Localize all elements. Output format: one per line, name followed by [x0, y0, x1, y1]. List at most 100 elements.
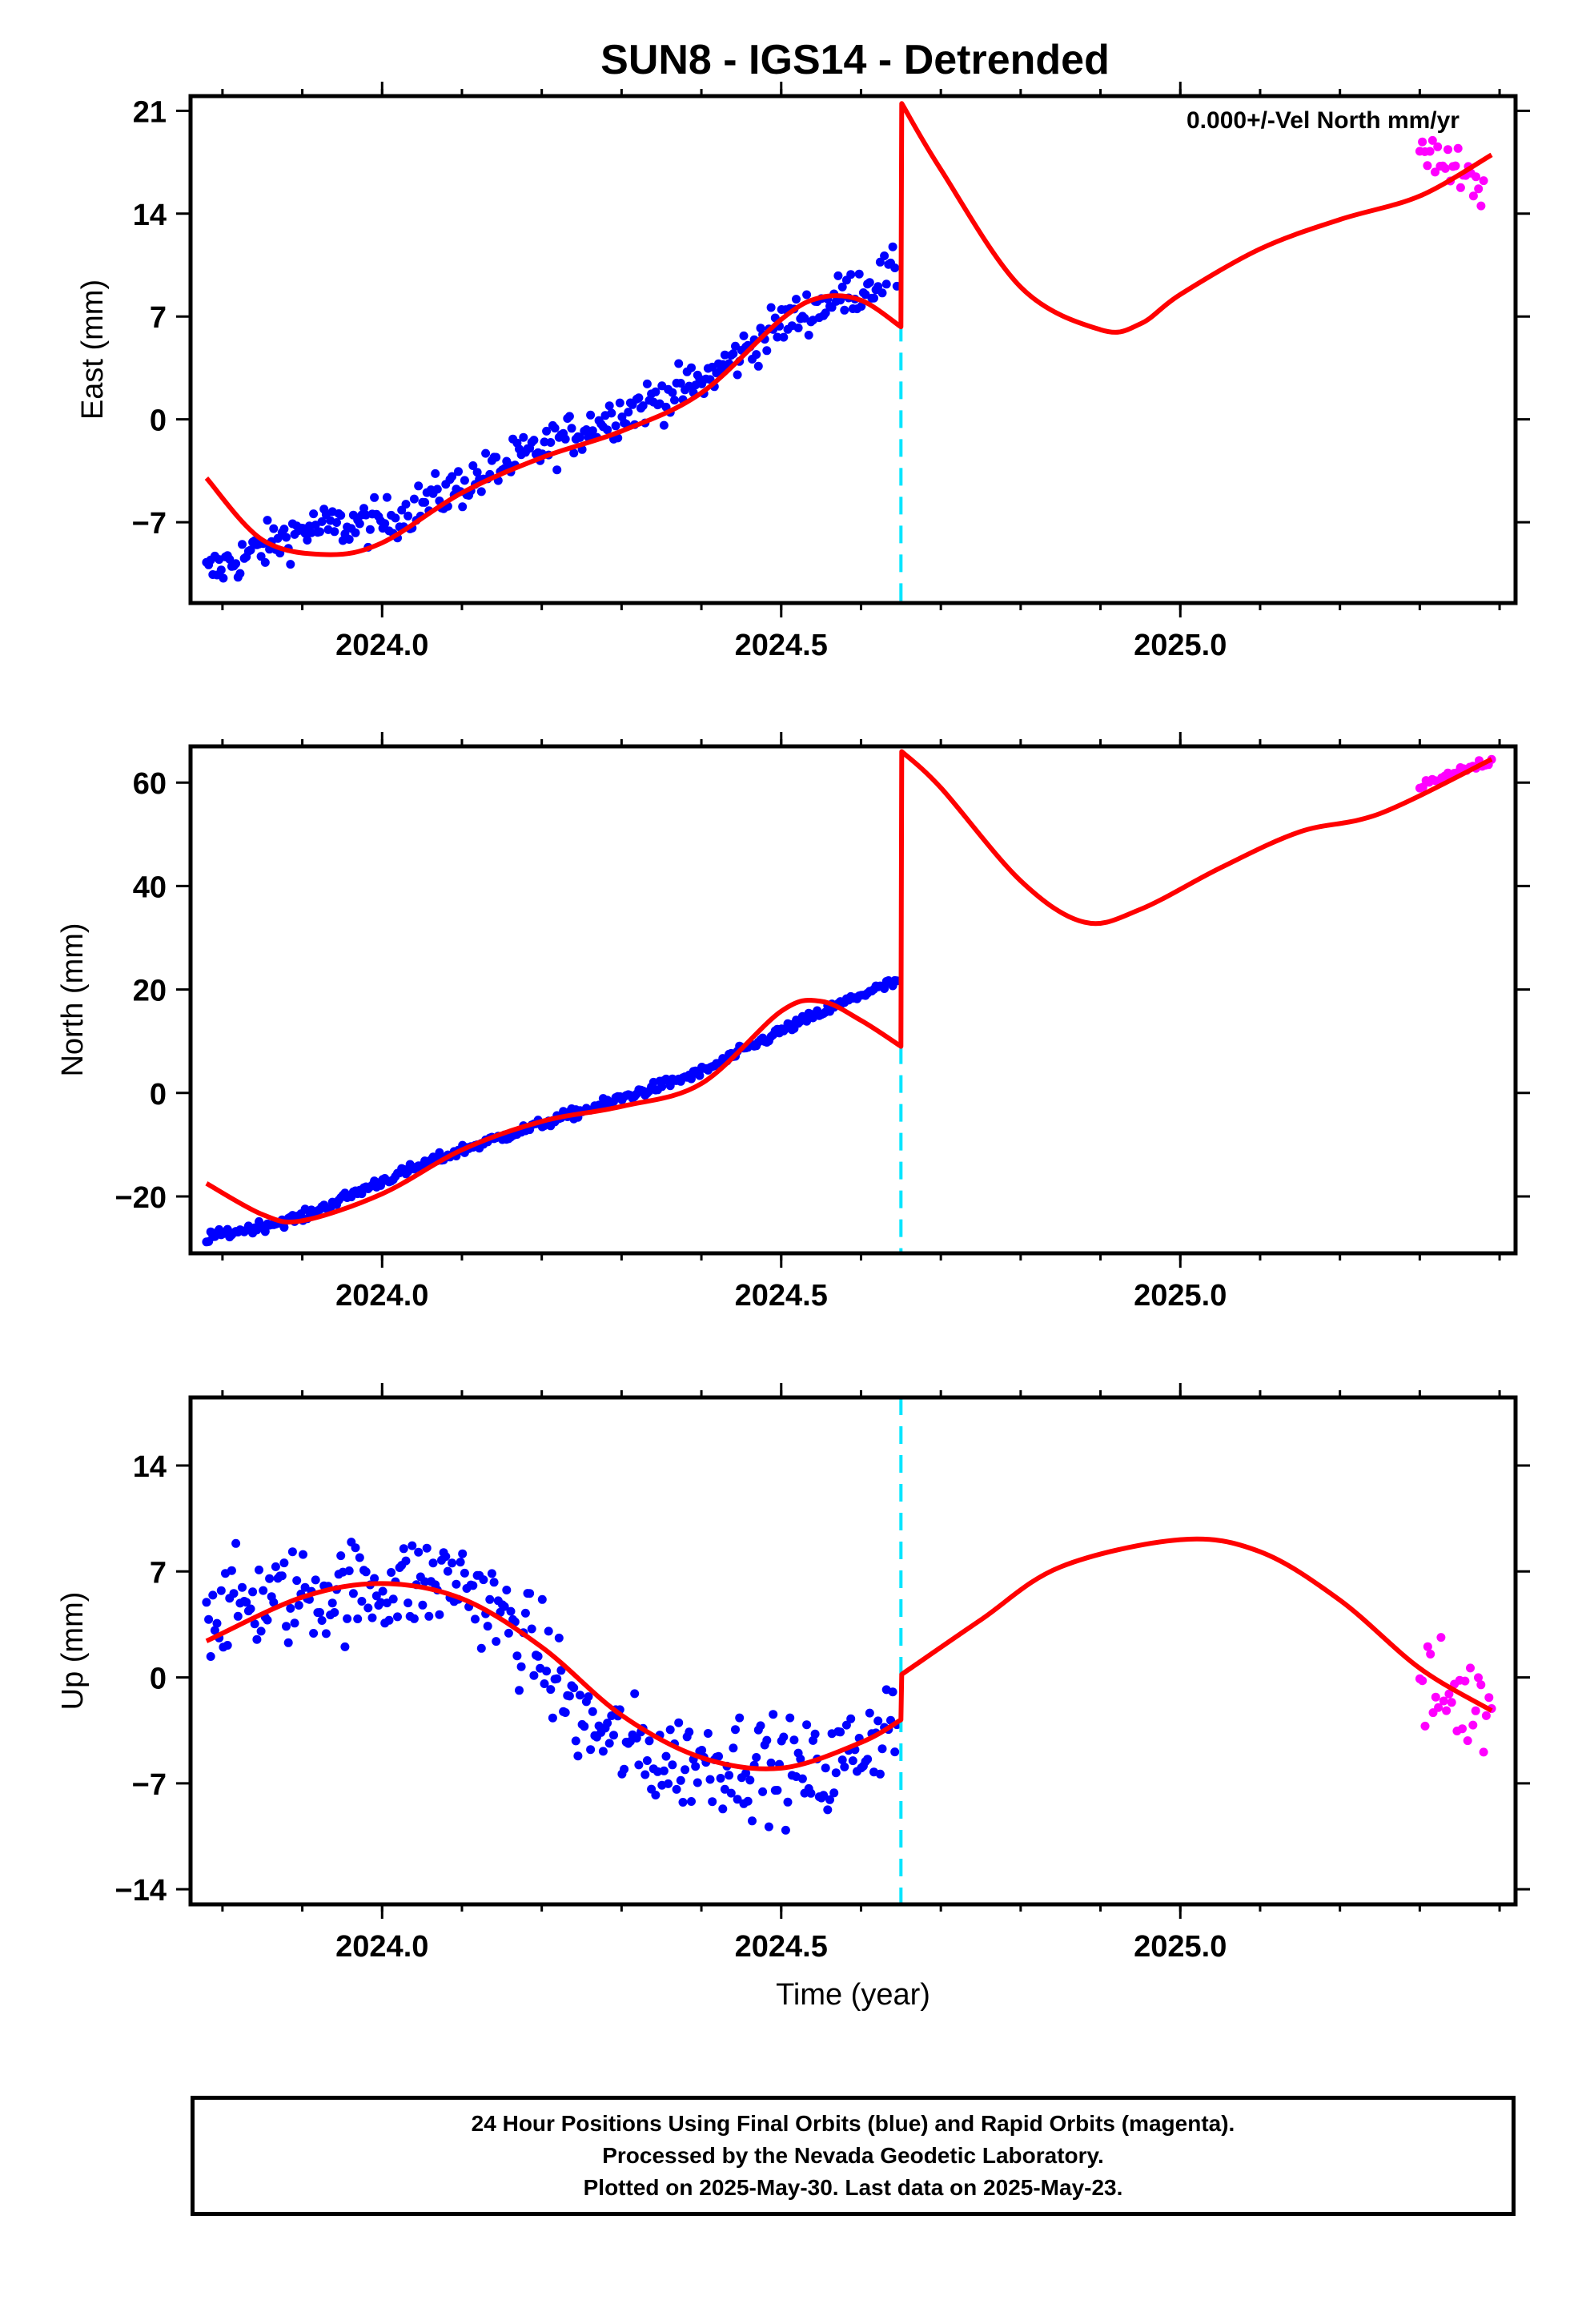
- up-final-point: [315, 1608, 324, 1617]
- up-final-point: [422, 1543, 432, 1553]
- up-final-point: [516, 1662, 526, 1671]
- east-final-point: [409, 494, 419, 504]
- up-final-point: [504, 1628, 513, 1638]
- up-final-point: [875, 1769, 885, 1779]
- up-final-point: [752, 1753, 761, 1762]
- up-final-point: [796, 1755, 805, 1763]
- up-final-point: [672, 1784, 681, 1794]
- east-final-point: [380, 519, 390, 529]
- up-y-tick-label: −14: [115, 1874, 167, 1908]
- up-rapid-point: [1434, 1703, 1443, 1712]
- north-y-tick-label: 0: [150, 1078, 167, 1112]
- east-final-point: [472, 468, 482, 477]
- up-final-point: [404, 1598, 413, 1608]
- up-final-point: [435, 1610, 444, 1619]
- east-final-point: [762, 346, 772, 356]
- east-final-point: [546, 438, 556, 447]
- up-rapid-point: [1439, 1696, 1448, 1706]
- east-y-tick-label: 0: [150, 404, 167, 438]
- up-final-point: [664, 1779, 673, 1788]
- east-final-point: [231, 559, 241, 569]
- east-final-point: [529, 436, 539, 445]
- up-final-point: [810, 1729, 820, 1739]
- up-final-point: [576, 1691, 584, 1700]
- up-final-point: [487, 1569, 496, 1578]
- east-final-point: [603, 425, 612, 435]
- up-final-point: [202, 1598, 211, 1607]
- up-final-point: [748, 1816, 757, 1826]
- up-final-point: [259, 1586, 268, 1595]
- up-final-point: [668, 1760, 677, 1770]
- up-final-point: [283, 1638, 293, 1647]
- up-final-point: [476, 1643, 486, 1653]
- east-final-point: [779, 332, 789, 342]
- east-frame: [188, 94, 1518, 605]
- east-final-point: [542, 426, 552, 436]
- up-final-point: [632, 1733, 641, 1743]
- up-final-point: [327, 1598, 337, 1608]
- up-final-point: [687, 1797, 696, 1806]
- up-final-point: [642, 1756, 652, 1765]
- up-rapid-point: [1442, 1706, 1452, 1715]
- up-final-point: [321, 1629, 331, 1638]
- up-final-point: [294, 1601, 303, 1610]
- up-final-point: [573, 1751, 583, 1761]
- up-final-point: [762, 1735, 772, 1745]
- up-final-point: [846, 1714, 856, 1723]
- up-final-point: [821, 1763, 830, 1773]
- east-final-point: [519, 432, 528, 442]
- east-final-point: [766, 303, 776, 312]
- up-frame: [188, 1395, 1518, 1907]
- up-final-point: [785, 1713, 795, 1723]
- east-final-point: [615, 398, 624, 408]
- up-y-tick-label: −7: [132, 1768, 167, 1802]
- east-final-point: [300, 529, 310, 538]
- east-final-point: [821, 308, 830, 318]
- up-final-point: [729, 1743, 738, 1753]
- up-final-point: [848, 1756, 857, 1766]
- up-final-point: [718, 1804, 728, 1814]
- up-final-point: [825, 1795, 834, 1804]
- east-final-point: [846, 270, 856, 279]
- up-final-point: [399, 1544, 408, 1554]
- east-final-point: [567, 424, 576, 433]
- up-final-point: [588, 1707, 597, 1716]
- east-final-point: [303, 536, 312, 545]
- east-final-point: [504, 460, 513, 469]
- up-final-point: [714, 1751, 723, 1761]
- up-final-point: [560, 1708, 570, 1717]
- east-final-point: [344, 535, 354, 544]
- up-final-point: [841, 1720, 851, 1730]
- footer-line-2: Processed by the Nevada Geodetic Laborat…: [602, 2143, 1104, 2168]
- east-y-tick-label: 14: [133, 199, 167, 232]
- east-rapid-point: [1431, 167, 1439, 177]
- up-final-point: [227, 1566, 236, 1575]
- east-final-point: [880, 251, 889, 260]
- east-final-point: [317, 517, 327, 526]
- up-final-point: [758, 1787, 768, 1796]
- east-final-point: [414, 481, 424, 491]
- up-final-point: [743, 1796, 753, 1806]
- up-final-point: [216, 1586, 226, 1595]
- up-final-point: [506, 1606, 516, 1616]
- up-final-point: [640, 1770, 650, 1779]
- east-final-point: [659, 420, 669, 430]
- up-final-point: [548, 1713, 557, 1723]
- up-rapid-point: [1466, 1663, 1475, 1673]
- up-x-tick-label: 2024.0: [335, 1930, 428, 1964]
- east-final-point: [235, 569, 245, 578]
- up-model-curve: [205, 1536, 1493, 1771]
- up-final-point: [829, 1788, 839, 1798]
- up-final-point: [789, 1735, 799, 1745]
- up-final-point: [204, 1614, 214, 1624]
- up-final-point: [212, 1618, 222, 1628]
- up-final-point: [317, 1616, 327, 1625]
- north-model-curve: [205, 749, 1493, 1224]
- east-rapid-point: [1440, 163, 1450, 173]
- up-final-point: [685, 1727, 694, 1737]
- east-final-point: [670, 396, 679, 405]
- up-final-point: [676, 1775, 685, 1785]
- up-final-point: [542, 1667, 552, 1676]
- east-final-point: [365, 525, 375, 534]
- north-final-point: [687, 1074, 696, 1084]
